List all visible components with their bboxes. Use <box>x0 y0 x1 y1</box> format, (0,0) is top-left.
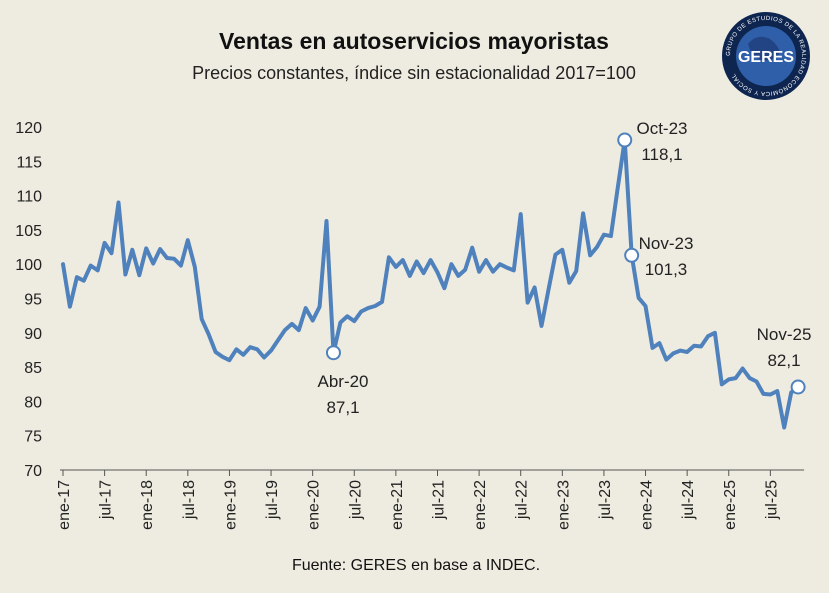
annotation-marker <box>624 247 640 263</box>
x-tick-label: ene-25 <box>722 480 739 530</box>
annotation-value: 101,3 <box>645 260 688 279</box>
x-tick-label: ene-24 <box>639 480 656 530</box>
series-line <box>61 138 801 430</box>
annotation-label: Nov-23 <box>639 234 694 253</box>
chart-title: Ventas en autoservicios mayoristas <box>219 28 609 54</box>
y-tick-label: 115 <box>16 154 42 171</box>
annotation-marker <box>617 132 633 148</box>
x-tick-label: jul-24 <box>680 480 697 520</box>
x-tick-label: ene-18 <box>139 480 156 530</box>
y-tick-label: 85 <box>24 360 42 377</box>
annotation-label: Oct-23 <box>636 119 687 138</box>
plot-area <box>61 138 801 430</box>
y-tick-label: 90 <box>24 326 42 343</box>
y-tick-label: 100 <box>15 257 42 274</box>
y-axis: 120 115 110 105 100 95 90 85 80 75 70 <box>15 120 42 480</box>
annotation-marker <box>325 345 341 361</box>
x-tick-label: jul-25 <box>763 480 780 520</box>
chart-subtitle: Precios constantes, índice sin estaciona… <box>192 63 636 83</box>
x-tick-label: ene-19 <box>222 480 239 530</box>
x-tick-label: ene-22 <box>472 480 489 530</box>
annotations: Oct-23 118,1 Nov-23 101,3 Abr-20 87,1 Nov-25 82… <box>317 119 811 417</box>
annotation-value: 82,1 <box>767 351 800 370</box>
x-tick-label: jul-17 <box>98 480 115 520</box>
x-tick-label: jul-19 <box>264 480 281 520</box>
x-axis: ene-17 jul-17 ene-18 jul-18 ene-19 jul-19 ene-… <box>56 469 805 530</box>
y-tick-label: 70 <box>24 463 42 480</box>
x-tick-label: jul-23 <box>597 480 614 520</box>
y-tick-label: 120 <box>15 120 42 137</box>
x-tick-label: ene-20 <box>306 480 323 530</box>
y-tick-label: 80 <box>24 394 42 411</box>
logo-continent-shape <box>748 36 780 61</box>
x-tick-label: ene-23 <box>555 480 572 530</box>
x-tick-label: ene-21 <box>389 480 406 530</box>
annotation-marker <box>790 379 806 395</box>
x-tick-label: jul-20 <box>347 480 364 520</box>
x-tick-label: jul-22 <box>514 480 531 520</box>
annotation-value: 118,1 <box>641 145 682 164</box>
source-note: Fuente: GERES en base a INDEC. <box>292 557 540 574</box>
x-tick-label: jul-21 <box>430 480 447 520</box>
geres-logo: GRUPO DE ESTUDIOS DE LA REALIDAD ECONÓMI… <box>722 12 810 100</box>
logo-text: GERES <box>738 49 794 66</box>
annotation-label: Nov-25 <box>757 325 812 344</box>
annotation-label: Abr-20 <box>317 372 368 391</box>
y-tick-label: 95 <box>24 292 42 309</box>
x-tick-label: ene-17 <box>56 480 73 530</box>
y-tick-label: 105 <box>15 223 42 240</box>
y-tick-label: 110 <box>16 189 42 206</box>
x-tick-label: jul-18 <box>181 480 198 520</box>
annotation-value: 87,1 <box>326 398 359 417</box>
y-tick-label: 75 <box>24 429 42 446</box>
